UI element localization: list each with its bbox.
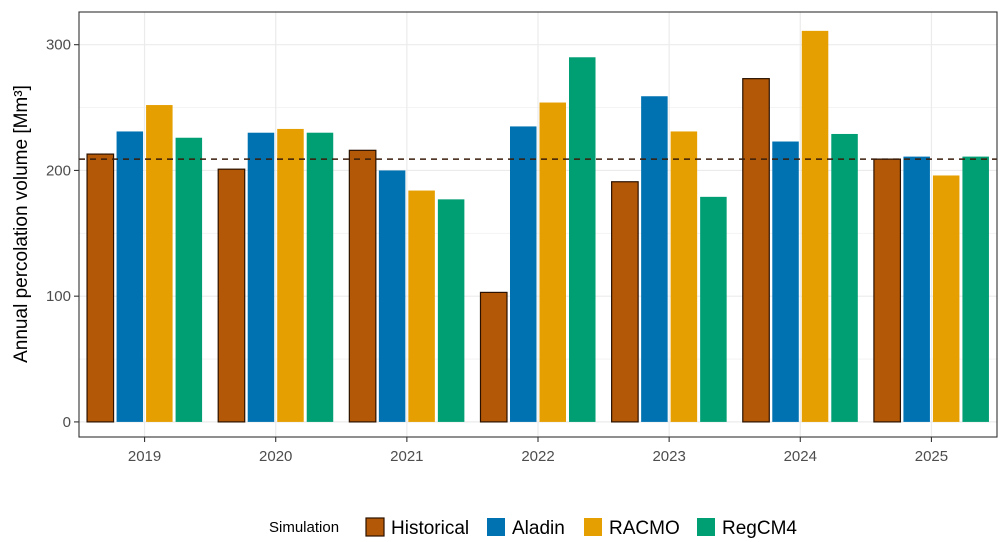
bar-racmo-2020: [277, 128, 304, 422]
legend-key-aladin: [487, 518, 505, 536]
y-tick-label: 300: [46, 37, 71, 54]
bar-regcm4-2024: [831, 133, 858, 422]
bar-historical-2021: [348, 149, 377, 423]
x-tick-label: 2019: [128, 448, 161, 465]
bar-historical-2024: [742, 78, 770, 423]
legend-label-racmo: RACMO: [609, 518, 680, 539]
bar-historical-2025: [873, 158, 902, 423]
legend-label-historical: Historical: [391, 518, 469, 539]
x-axis: 2019 2020 2021 2022 2023 2024 2025: [128, 437, 948, 465]
bar-racmo-2021: [408, 190, 435, 422]
bar-aladin-2024: [772, 141, 799, 422]
bar-regcm4-2021: [437, 199, 465, 422]
y-tick-label: 100: [46, 288, 71, 305]
bar-regcm4-2022: [569, 57, 596, 422]
legend-label-aladin: Aladin: [512, 518, 565, 539]
legend: Simulation Historical Aladin RACMO RegCM4: [269, 517, 797, 539]
bar-regcm4-2019: [175, 137, 203, 422]
bar-aladin-2021: [378, 170, 406, 422]
y-tick-label: 0: [63, 414, 71, 431]
legend-key-regcm4: [697, 518, 715, 536]
x-tick-label: 2020: [259, 448, 292, 465]
y-tick-label: 200: [46, 162, 71, 179]
x-tick-label: 2024: [784, 448, 817, 465]
bar-regcm4-2020: [306, 132, 334, 422]
bar-historical-2019: [86, 153, 115, 423]
legend-key-racmo: [584, 518, 602, 536]
x-tick-label: 2022: [521, 448, 554, 465]
bar-regcm4-2023: [700, 196, 727, 422]
bar-racmo-2019: [146, 105, 173, 422]
bars: [86, 30, 989, 423]
bar-aladin-2022: [509, 126, 537, 422]
bar-regcm4-2025: [962, 156, 989, 422]
y-axis: 0 100 200 300: [46, 37, 79, 431]
legend-label-regcm4: RegCM4: [722, 518, 797, 539]
bar-racmo-2023: [670, 131, 698, 422]
bar-aladin-2025: [903, 156, 930, 422]
bar-aladin-2020: [247, 132, 275, 422]
legend-key-historical: [365, 517, 385, 537]
bar-aladin-2019: [116, 131, 144, 422]
x-tick-label: 2023: [652, 448, 685, 465]
legend-title: Simulation: [269, 519, 339, 536]
bar-historical-2020: [217, 168, 246, 423]
bar-aladin-2023: [641, 96, 668, 422]
bar-racmo-2025: [932, 175, 960, 422]
x-tick-label: 2025: [915, 448, 948, 465]
bar-historical-2022: [479, 291, 508, 423]
bar-racmo-2022: [539, 102, 567, 422]
x-tick-label: 2021: [390, 448, 423, 465]
bar-racmo-2024: [801, 30, 829, 422]
y-axis-title: Annual percolation volume [Mm³]: [11, 85, 32, 363]
bar-historical-2023: [611, 181, 639, 423]
